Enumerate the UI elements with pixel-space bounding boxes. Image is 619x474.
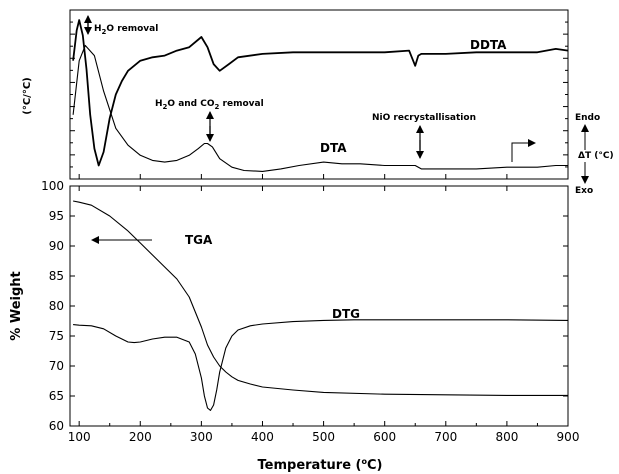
x-tick-label: 700 (434, 430, 457, 444)
y-tick-label: 60 (49, 419, 64, 433)
bottom-panel-frame (69, 185, 569, 427)
y-tick-label: 95 (49, 209, 64, 223)
annotation-nio-recrystallisation: NiO recrystallisation (372, 113, 476, 159)
annotation-h2o-removal: H2O removal (84, 15, 158, 36)
series-line-dta (72, 44, 568, 172)
annotation-label: H2O and CO2 removal (155, 99, 264, 111)
top-panel: (°C/°C) H2O removal H2O and CO2 removal … (22, 9, 614, 196)
y-tick-label: 75 (49, 329, 64, 343)
annotation-label: H2O removal (94, 24, 158, 36)
top-panel-ticks (70, 21, 569, 179)
bottom-panel: 100 200 300 400 500 600 700 800 900 60 65 70 75 80 85 9… (9, 179, 579, 473)
x-tick-label: 500 (312, 430, 335, 444)
top-panel-frame (69, 9, 569, 180)
y-tick-label: 80 (49, 299, 64, 313)
bottom-y-axis-title: % Weight (9, 271, 24, 340)
annotation-h2o-co2-removal: H2O and CO2 removal (155, 99, 264, 142)
y-tick-label: 70 (49, 359, 64, 373)
right-axis-label: Endo ΔT (°C) Exo (575, 113, 614, 196)
series-line-dtg (73, 319, 569, 411)
series-line-tga (72, 200, 568, 396)
dta-axis-arrow (511, 139, 536, 162)
series-line-ddta (72, 19, 569, 167)
delta-t-label: ΔT (°C) (578, 151, 614, 161)
x-tick-label: 600 (373, 430, 396, 444)
series-label-ddta: DDTA (470, 38, 507, 52)
bottom-panel-ticks: 100 200 300 400 500 600 700 800 900 60 65 70 75 80 85 9… (41, 179, 579, 444)
series-label-dta: DTA (320, 141, 347, 155)
x-tick-label: 900 (557, 430, 580, 444)
exo-label: Exo (575, 186, 593, 196)
top-panel-series (72, 19, 569, 172)
endo-label: Endo (575, 113, 600, 123)
series-label-tga: TGA (185, 233, 213, 247)
top-y-axis-title: (°C/°C) (22, 77, 33, 114)
y-tick-label: 85 (49, 269, 64, 283)
x-axis-title: Temperature (oC) (258, 457, 383, 473)
annotation-label: NiO recrystallisation (372, 113, 476, 123)
x-tick-label: 300 (190, 430, 213, 444)
x-tick-label: 100 (68, 430, 91, 444)
y-tick-label: 100 (41, 179, 64, 193)
x-tick-label: 200 (129, 430, 152, 444)
x-tick-label: 800 (495, 430, 518, 444)
y-tick-label: 65 (49, 389, 64, 403)
x-tick-label: 400 (251, 430, 274, 444)
bottom-panel-series (72, 200, 569, 411)
y-tick-label: 90 (49, 239, 64, 253)
series-label-dtg: DTG (332, 307, 360, 321)
